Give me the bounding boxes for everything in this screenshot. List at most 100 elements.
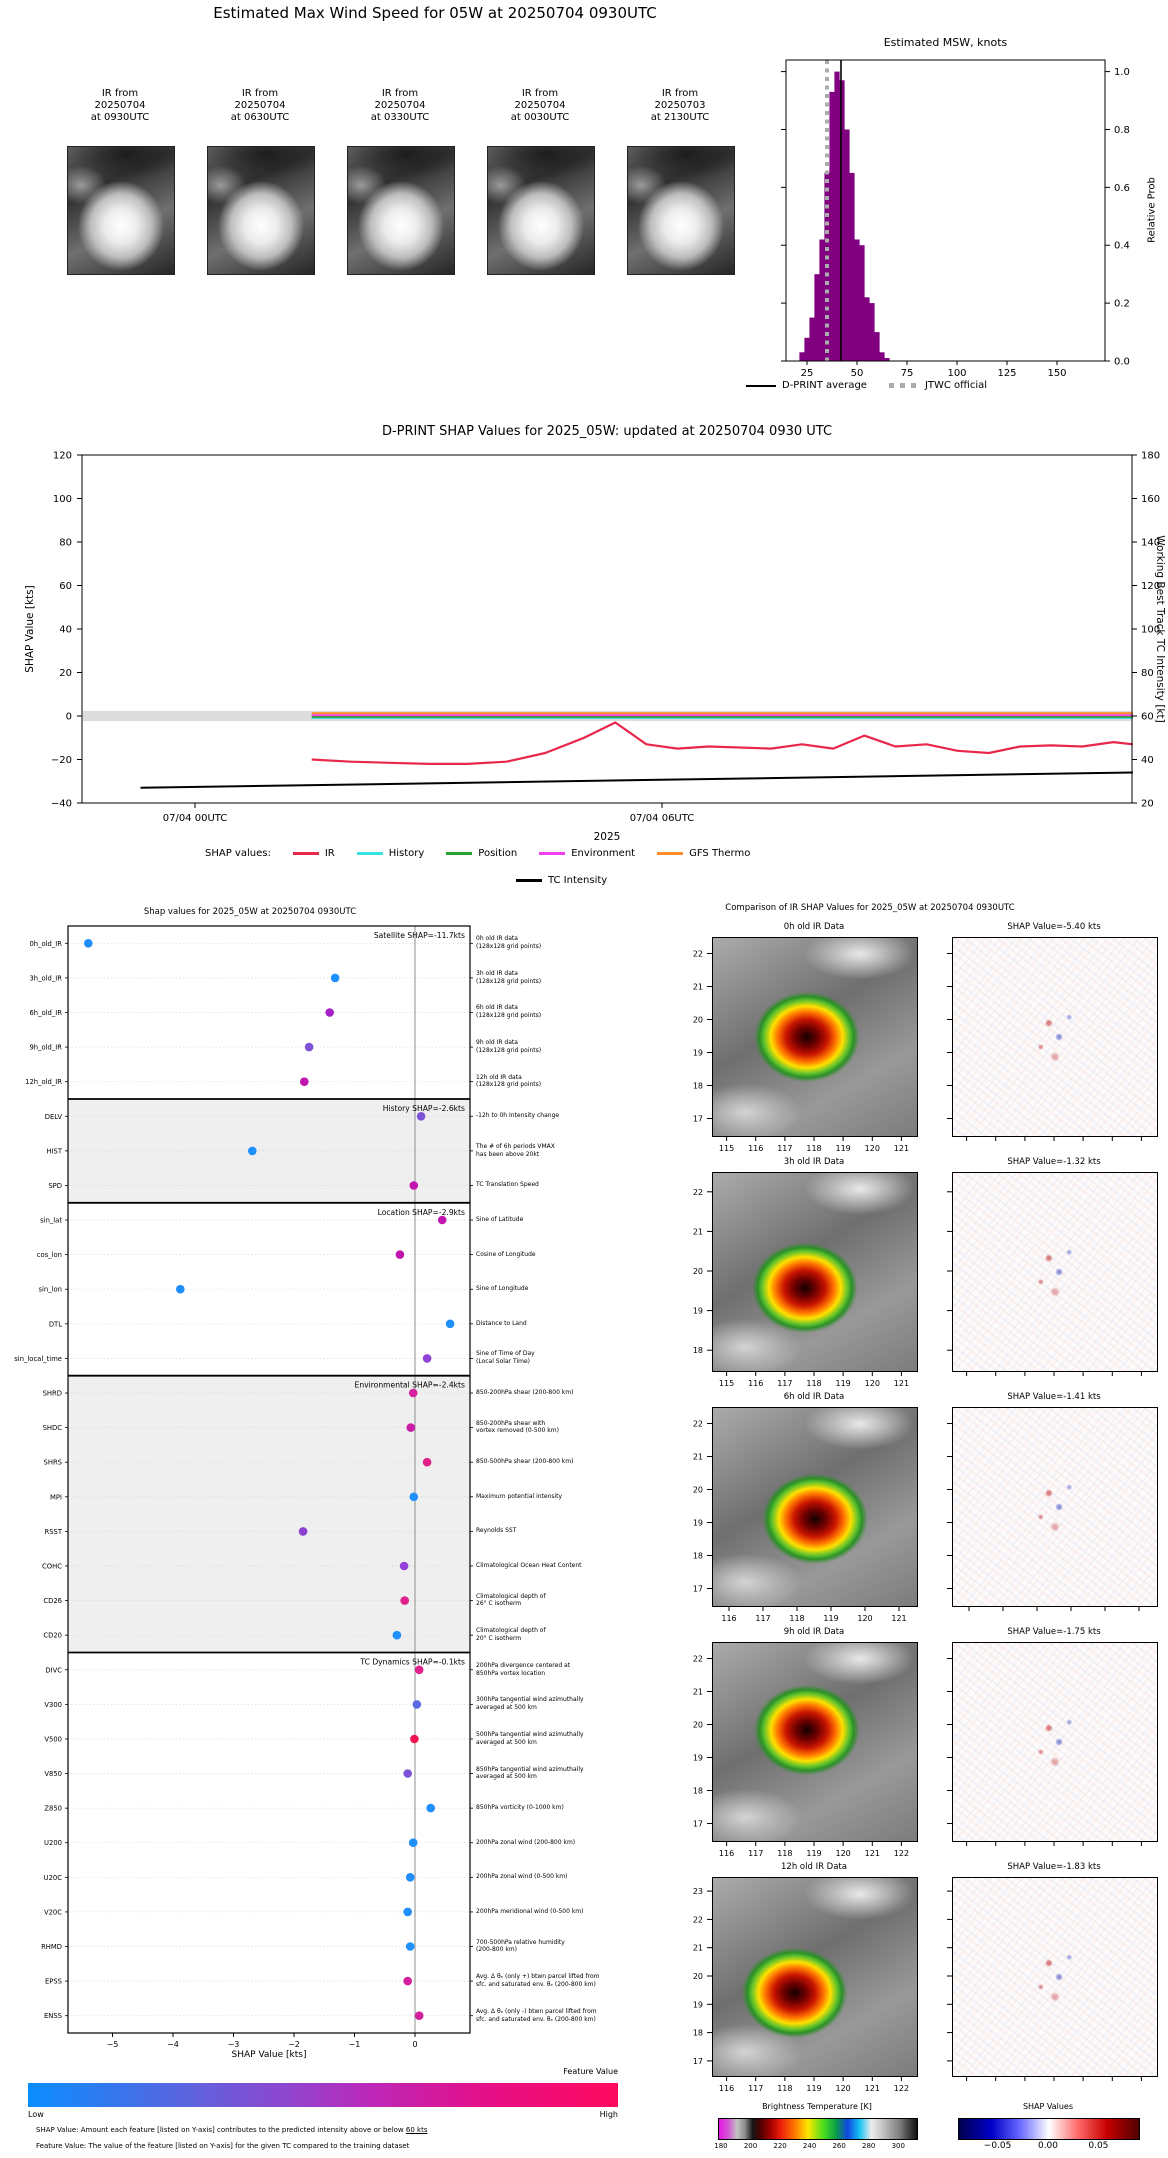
section-shading [68,1099,470,1203]
legend-line-sample [539,852,566,855]
feature-desc: Maximum potential intensity [476,1492,563,1500]
hist-bar [859,245,865,361]
feature-name: DELV [45,1113,63,1121]
feature-dot-12h_old_IR [300,1077,309,1086]
tick-label: −5 [107,2040,119,2049]
beeswarm-xlabel: SHAP Value [kts] [231,2050,307,2060]
tick-label: 122 [894,2084,909,2093]
ir-map-title: 3h old IR Data [783,1157,845,1167]
feature-desc: Climatological depth of 26° C isotherm [476,1592,546,1608]
tick-label: 115 [719,1379,734,1388]
feature-dot-3h_old_IR [330,973,340,983]
hist-bar [864,297,870,361]
tick-label: 121 [865,2084,880,2093]
tick-label: −1 [349,2040,361,2049]
shap-colorbar-title: SHAP Values [1022,2102,1074,2111]
feature-dot-sin_lon [176,1284,185,1294]
footnote-line1-prefix: SHAP Value: Amount each feature [listed … [36,2126,406,2134]
feature-name: RSST [44,1528,62,1536]
ir-thumbnail-label: IR from 20250704 at 0630UTC [230,88,290,123]
tick-label: 120 [865,1144,880,1153]
tick-label: 119 [806,1849,821,1858]
feature-desc: 700-500hPa relative humidity (200-800 km… [476,1938,565,1954]
timeline-ylabel-right: Working Best Track TC Intensity [kt] [1154,535,1166,723]
feature-desc: 9h old IR data (128x128 grid points) [476,1039,542,1055]
feature-name: COHC [42,1562,62,1570]
tick-label: 100 [947,368,966,379]
legend-label: GFS Thermo [689,848,751,859]
tick-label: 0.8 [1114,125,1130,136]
legend-item-environment: Environment [539,848,635,859]
feature-desc: Climatological depth of 20° C isotherm [476,1627,546,1643]
feature-dot-SPD [409,1181,419,1190]
beeswarm-frame [67,925,471,2034]
feature-name: EPSS [45,1978,62,1986]
legend-label: TC Intensity [548,875,608,886]
ir-thumbnail-image [67,146,175,275]
top-title: Estimated Max Wind Speed for 05W at 2025… [213,4,657,22]
tick-label: 21 [693,1688,703,1697]
tick-label: 120 [836,1849,851,1858]
feature-name: SHRD [43,1390,62,1398]
feature-name: V300 [44,1701,62,1709]
tick-label: 119 [836,1379,851,1388]
tick-label: 40 [1141,755,1154,766]
feature-name: RHMD [41,1943,62,1951]
tick-label: 19 [693,1754,703,1763]
feature-desc: 200hPa zonal wind (0-500 km) [476,1873,568,1881]
feature-value-label: Feature Value [563,2067,618,2076]
tick-label: 20 [693,1486,703,1495]
ir-map [712,937,918,1137]
feature-dot-0h_old_IR [84,939,93,948]
tick-label: −2 [288,2040,300,2049]
ir-map-title: 9h old IR Data [783,1627,845,1637]
feature-desc: -12h to 0h Intensity change [476,1112,560,1120]
legend-item: JTWC official [888,380,987,391]
tick-label: 117 [755,1614,770,1623]
shap-map-title: SHAP Value=-1.32 kts [1007,1157,1101,1167]
timeline-frame [81,454,1133,804]
tick-label: 22 [693,1915,703,1924]
feature-desc: 12h old IR data (128x128 grid points) [476,1073,542,1089]
section-label: TC Dynamics SHAP=-0.1kts [359,1657,465,1666]
feature-dot-sin_local_time [422,1354,432,1363]
legend-item-ir: IR [292,848,335,859]
tick-label: 118 [806,1144,821,1153]
tick-label: 116 [748,1379,763,1388]
feature-dot-SHDC [406,1423,416,1432]
legend-item-position: Position [446,848,517,859]
feature-desc: 500hPa tangential wind azimuthally avera… [476,1731,584,1746]
legend-item: D-PRINT average [746,380,867,391]
tick-label: −4 [167,2040,179,2049]
tick-label: −3 [228,2040,240,2049]
feature-dot-SHRS [422,1457,432,1467]
feature-name: 6h_old_IR [29,1009,62,1017]
tick-label: 60 [59,581,72,592]
feature-desc: 850-500hPa shear (200-800 km) [476,1458,574,1466]
hist-bar [874,332,880,361]
tick-label: 100 [53,494,72,505]
tick-label: 18 [693,1787,703,1796]
ir-thumbnail-image [627,146,735,275]
ir-map-title: 6h old IR Data [783,1392,845,1402]
shap-map [952,937,1158,1137]
ir-thumbnail-label: IR from 20250704 at 0030UTC [510,88,570,123]
ir-thumbnail-label: IR from 20250704 at 0930UTC [90,88,150,123]
tick-label: 17 [693,2057,703,2066]
feature-dot-V20C [403,1907,413,1917]
feature-name: CD26 [43,1597,62,1605]
ir-thumbnail-image [207,146,315,275]
section-label: Satellite SHAP=-11.7kts [374,931,465,940]
legend-label: IR [324,848,335,859]
bt-colorbar-title: Brightness Temperature [K] [762,2102,872,2111]
series-ir [311,721,1134,766]
tick-label: 116 [719,1849,734,1858]
tick-label: 20 [693,1016,703,1025]
tick-label: 116 [748,1144,763,1153]
tick-label: 07/04 00UTC [163,813,228,824]
tick-label: 115 [719,1144,734,1153]
feature-dot-EPSS [403,1976,413,1986]
feature-name: HIST [46,1147,62,1155]
ir-thumbnail-label: IR from 20250703 at 2130UTC [650,88,710,123]
